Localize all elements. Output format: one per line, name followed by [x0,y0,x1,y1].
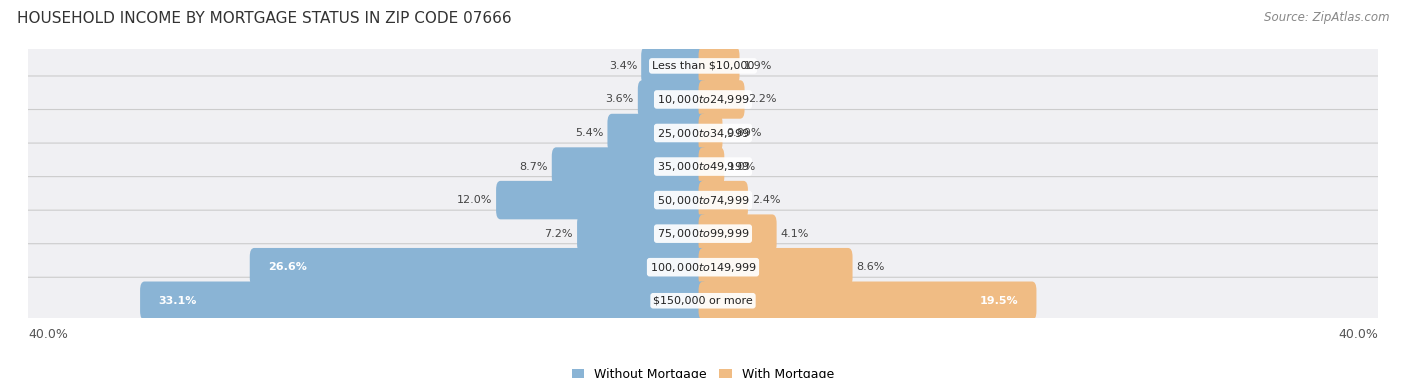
FancyBboxPatch shape [699,147,724,186]
Text: Less than $10,000: Less than $10,000 [652,61,754,71]
FancyBboxPatch shape [22,42,1384,90]
FancyBboxPatch shape [22,244,1384,291]
FancyBboxPatch shape [22,110,1384,156]
Text: $100,000 to $149,999: $100,000 to $149,999 [650,261,756,274]
Text: $10,000 to $24,999: $10,000 to $24,999 [657,93,749,106]
Text: 1.0%: 1.0% [728,161,756,172]
FancyBboxPatch shape [551,147,707,186]
Text: $150,000 or more: $150,000 or more [654,296,752,306]
Text: 8.7%: 8.7% [519,161,548,172]
FancyBboxPatch shape [22,143,1384,190]
FancyBboxPatch shape [699,46,740,85]
Text: 7.2%: 7.2% [544,229,574,239]
Text: $75,000 to $99,999: $75,000 to $99,999 [657,227,749,240]
Text: HOUSEHOLD INCOME BY MORTGAGE STATUS IN ZIP CODE 07666: HOUSEHOLD INCOME BY MORTGAGE STATUS IN Z… [17,11,512,26]
Text: 1.9%: 1.9% [744,61,772,71]
Text: $50,000 to $74,999: $50,000 to $74,999 [657,194,749,207]
Text: 2.2%: 2.2% [748,94,778,104]
FancyBboxPatch shape [607,114,707,152]
Text: 4.1%: 4.1% [780,229,808,239]
FancyBboxPatch shape [699,282,1036,320]
FancyBboxPatch shape [699,80,745,119]
FancyBboxPatch shape [638,80,707,119]
Text: 0.89%: 0.89% [727,128,762,138]
FancyBboxPatch shape [641,46,707,85]
Text: 40.0%: 40.0% [1339,328,1378,341]
Text: 12.0%: 12.0% [457,195,492,205]
Text: 40.0%: 40.0% [28,328,67,341]
FancyBboxPatch shape [699,114,723,152]
Text: 5.4%: 5.4% [575,128,603,138]
Legend: Without Mortgage, With Mortgage: Without Mortgage, With Mortgage [567,363,839,378]
FancyBboxPatch shape [22,177,1384,223]
FancyBboxPatch shape [699,214,776,253]
FancyBboxPatch shape [141,282,707,320]
Text: 26.6%: 26.6% [267,262,307,272]
Text: $35,000 to $49,999: $35,000 to $49,999 [657,160,749,173]
FancyBboxPatch shape [22,277,1384,324]
Text: 19.5%: 19.5% [980,296,1018,306]
Text: 8.6%: 8.6% [856,262,884,272]
Text: 3.4%: 3.4% [609,61,637,71]
FancyBboxPatch shape [699,248,852,287]
FancyBboxPatch shape [496,181,707,219]
FancyBboxPatch shape [576,214,707,253]
Text: 33.1%: 33.1% [157,296,197,306]
Text: Source: ZipAtlas.com: Source: ZipAtlas.com [1264,11,1389,24]
FancyBboxPatch shape [22,76,1384,123]
Text: $25,000 to $34,999: $25,000 to $34,999 [657,127,749,139]
Text: 2.4%: 2.4% [752,195,780,205]
FancyBboxPatch shape [250,248,707,287]
FancyBboxPatch shape [699,181,748,219]
Text: 3.6%: 3.6% [606,94,634,104]
FancyBboxPatch shape [22,210,1384,257]
